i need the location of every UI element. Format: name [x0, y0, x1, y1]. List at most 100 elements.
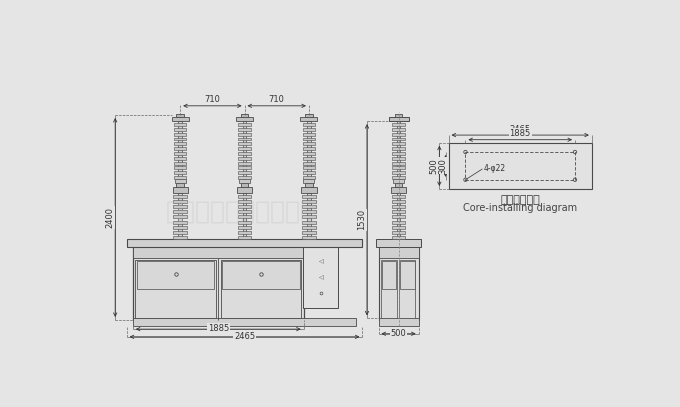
Bar — [237, 205, 252, 208]
Bar — [239, 123, 251, 126]
Bar — [239, 179, 250, 183]
Bar — [303, 166, 315, 169]
Bar — [301, 187, 317, 193]
Bar — [241, 114, 248, 117]
Bar — [392, 123, 405, 126]
Bar — [394, 183, 403, 187]
Text: 710: 710 — [269, 95, 285, 104]
Bar — [174, 138, 186, 140]
Bar — [237, 200, 252, 203]
Bar — [394, 114, 403, 117]
Bar — [239, 133, 251, 136]
Bar — [392, 221, 405, 223]
Bar — [137, 261, 214, 289]
Bar — [302, 215, 316, 219]
Bar — [135, 260, 216, 318]
Bar — [381, 260, 397, 318]
Bar — [173, 200, 187, 203]
Bar — [175, 179, 186, 183]
Bar — [133, 318, 356, 326]
Bar — [178, 193, 182, 239]
Bar — [392, 200, 405, 203]
Bar — [239, 147, 251, 150]
Bar — [237, 236, 252, 239]
Bar — [305, 183, 313, 187]
Bar — [302, 236, 316, 239]
Bar — [239, 142, 251, 145]
Bar — [303, 147, 315, 150]
Bar — [172, 117, 189, 121]
Bar — [174, 171, 186, 174]
Bar — [239, 128, 251, 131]
Bar — [392, 231, 405, 234]
Bar — [237, 226, 252, 229]
Bar — [376, 239, 421, 247]
Text: 4-φ22: 4-φ22 — [484, 164, 506, 173]
Bar — [174, 123, 186, 126]
Bar — [174, 162, 186, 164]
Text: ◁: ◁ — [318, 260, 323, 265]
Bar — [381, 261, 396, 289]
Text: 2465: 2465 — [509, 125, 531, 133]
Bar — [174, 147, 186, 150]
Bar — [133, 247, 304, 258]
Bar — [392, 133, 405, 136]
Bar — [392, 205, 405, 208]
Bar — [392, 176, 405, 179]
Bar — [176, 114, 184, 117]
Bar — [302, 205, 316, 208]
Text: 1885: 1885 — [509, 129, 531, 138]
Bar — [239, 171, 251, 174]
Bar — [392, 226, 405, 229]
Text: 1885: 1885 — [207, 324, 229, 333]
Bar — [392, 166, 405, 169]
Bar — [396, 193, 401, 239]
Bar — [239, 152, 251, 155]
Bar — [239, 166, 251, 169]
Bar — [391, 187, 406, 193]
Bar — [302, 226, 316, 229]
Bar — [302, 200, 316, 203]
Bar — [178, 121, 182, 179]
Bar — [173, 221, 187, 223]
Text: 上海永动电气有限公司: 上海永动电气有限公司 — [166, 200, 316, 224]
Bar — [303, 128, 315, 131]
Bar — [303, 176, 315, 179]
Bar — [222, 261, 300, 289]
Bar — [400, 261, 415, 289]
Bar — [392, 215, 405, 219]
Bar — [174, 157, 186, 160]
Text: 710: 710 — [205, 95, 220, 104]
Bar — [133, 247, 304, 320]
Bar — [173, 236, 187, 239]
Bar — [392, 195, 405, 198]
Bar — [379, 247, 419, 258]
Bar — [307, 121, 311, 179]
Bar — [174, 133, 186, 136]
Bar — [303, 162, 315, 164]
Bar — [303, 179, 314, 183]
Bar — [173, 195, 187, 198]
Bar — [174, 128, 186, 131]
Bar — [243, 193, 246, 239]
Bar — [174, 166, 186, 169]
Bar — [392, 138, 405, 140]
Bar — [303, 142, 315, 145]
Bar — [173, 231, 187, 234]
Bar — [379, 318, 419, 326]
Bar — [303, 133, 315, 136]
Bar — [239, 138, 251, 140]
Bar — [173, 205, 187, 208]
Bar — [237, 210, 252, 213]
Bar — [237, 187, 252, 193]
Bar — [302, 210, 316, 213]
Bar — [174, 142, 186, 145]
Bar — [392, 157, 405, 160]
Bar — [303, 123, 315, 126]
Bar — [303, 157, 315, 160]
Text: 500: 500 — [430, 158, 439, 174]
Bar — [465, 152, 575, 180]
Text: 2400: 2400 — [105, 207, 114, 228]
Bar — [392, 171, 405, 174]
Bar — [303, 247, 339, 309]
